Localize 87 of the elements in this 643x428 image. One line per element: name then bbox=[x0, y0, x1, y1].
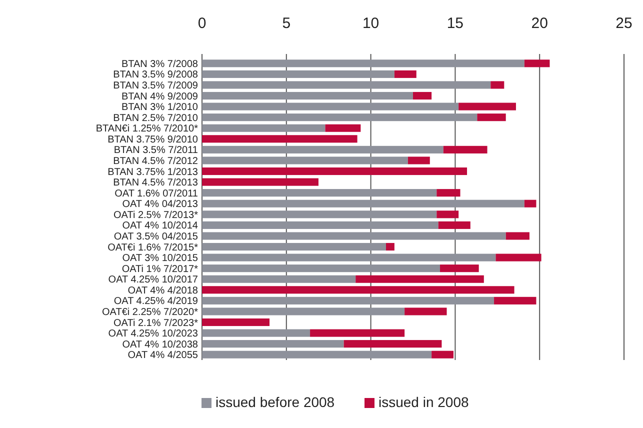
y-tick-label: BTAN 2.5% 7/2010 bbox=[113, 112, 198, 124]
bar bbox=[443, 146, 488, 154]
bar bbox=[202, 92, 413, 100]
legend-label: issued before 2008 bbox=[216, 394, 335, 410]
bar bbox=[202, 242, 386, 251]
bar bbox=[202, 114, 478, 122]
y-tick-label: OAT 4% 10/2014 bbox=[122, 220, 198, 232]
y-tick-label: OAT 4% 10/2038 bbox=[122, 339, 198, 350]
bar bbox=[408, 156, 430, 164]
bar bbox=[202, 70, 394, 78]
bar bbox=[202, 318, 270, 326]
bar bbox=[202, 156, 408, 164]
bar bbox=[524, 200, 536, 208]
bar bbox=[202, 232, 506, 240]
bar bbox=[202, 167, 468, 176]
y-tick-label: BTAN 4% 9/2009 bbox=[121, 91, 198, 102]
bar bbox=[202, 308, 405, 316]
bar bbox=[202, 135, 358, 143]
y-tick-label: OAT 4.25% 10/2023 bbox=[108, 328, 198, 340]
bar bbox=[202, 102, 459, 110]
bar bbox=[202, 254, 496, 262]
bar bbox=[386, 242, 394, 251]
y-tick-label: BTAN 3.5% 7/2009 bbox=[113, 80, 198, 92]
bar bbox=[394, 70, 416, 78]
x-tick-label: 25 bbox=[616, 15, 632, 32]
y-tick-label: BTAN 3% 7/2008 bbox=[121, 58, 198, 70]
bar bbox=[202, 81, 491, 89]
bar bbox=[404, 308, 447, 316]
bar bbox=[202, 124, 326, 132]
bar bbox=[202, 296, 494, 304]
bar bbox=[202, 275, 356, 283]
y-tick-label: BTAN 3.5% 9/2008 bbox=[113, 70, 198, 81]
y-tick-label: OATi 2.1% 7/2023* bbox=[114, 318, 198, 329]
bar bbox=[432, 350, 454, 358]
y-tick-label: OAT€i 1.6% 7/2015* bbox=[108, 242, 198, 254]
y-tick-label: OAT 4.25% 4/2019 bbox=[114, 296, 198, 308]
bar bbox=[202, 340, 344, 348]
bar bbox=[438, 221, 470, 229]
y-tick-label: OAT 4.25% 10/2017 bbox=[108, 274, 198, 286]
bar bbox=[202, 146, 444, 154]
y-tick-label: OATi 2.5% 7/2013* bbox=[114, 210, 198, 221]
bar bbox=[496, 254, 542, 262]
bar bbox=[310, 329, 405, 337]
x-tick-label: 0 bbox=[198, 15, 206, 32]
bar bbox=[202, 178, 318, 186]
x-tick-label: 20 bbox=[531, 15, 548, 32]
bar bbox=[524, 60, 550, 68]
y-tick-label: OAT 4% 04/2013 bbox=[122, 199, 198, 210]
bar bbox=[458, 102, 516, 110]
y-tick-label: BTAN 4.5% 7/2013 bbox=[113, 178, 198, 189]
bar bbox=[413, 92, 432, 100]
bar bbox=[202, 200, 524, 208]
x-tick-label: 5 bbox=[282, 15, 291, 32]
y-tick-label: BTAN 3.75% 1/2013 bbox=[108, 166, 198, 178]
bar bbox=[202, 210, 437, 218]
y-tick-label: OAT 4% 4/2055 bbox=[128, 350, 198, 362]
bar bbox=[436, 189, 460, 197]
y-tick-label: OATi 1% 7/2017* bbox=[122, 264, 198, 275]
y-tick-label: OAT 3.5% 04/2015 bbox=[114, 231, 198, 242]
bar bbox=[490, 81, 504, 89]
y-tick-label: BTAN 3.5% 7/2011 bbox=[114, 145, 198, 156]
bar bbox=[494, 296, 536, 304]
x-tick-label: 15 bbox=[446, 15, 464, 32]
bar bbox=[202, 221, 438, 229]
y-tick-label: BTAN 3% 1/2010 bbox=[121, 102, 198, 114]
bar bbox=[202, 329, 310, 337]
y-tick-label: OAT 1.6% 07/2011 bbox=[114, 188, 198, 200]
y-tick-label: OAT€i 2.25% 7/2020* bbox=[102, 306, 198, 318]
bar bbox=[325, 124, 361, 132]
bar bbox=[477, 114, 506, 122]
bar bbox=[202, 264, 440, 272]
y-tick-label: OAT 3% 10/2015 bbox=[122, 253, 198, 264]
y-tick-label: BTAN 4.5% 7/2012 bbox=[113, 156, 198, 167]
bar bbox=[202, 350, 432, 358]
bar bbox=[436, 210, 459, 218]
y-tick-label: BTAN€i 1.25% 7/2010* bbox=[96, 124, 198, 135]
bar bbox=[506, 232, 530, 240]
bar bbox=[356, 275, 484, 283]
bar bbox=[202, 286, 514, 294]
bar bbox=[344, 340, 442, 348]
y-tick-label: BTAN 3.75% 9/2010 bbox=[108, 134, 198, 146]
y-tick-label: OAT 4% 4/2018 bbox=[128, 285, 198, 296]
x-tick-label: 10 bbox=[362, 15, 380, 32]
legend-label: issued in 2008 bbox=[378, 394, 470, 410]
bar bbox=[440, 264, 479, 272]
bar bbox=[202, 189, 437, 197]
bar bbox=[202, 60, 524, 68]
